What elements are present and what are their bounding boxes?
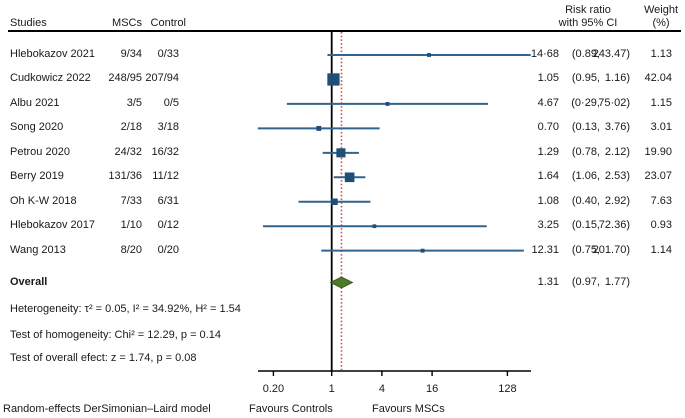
overall-risk-ratio-estimate: 1.31 (537, 275, 559, 288)
column-header-studies: Studies (10, 17, 47, 29)
ci-lower: (0.40, (571, 194, 600, 207)
ci-upper: 201.70) (592, 243, 630, 256)
ci-lower: (0.89, (571, 48, 600, 60)
axis-tick-label: 128 (498, 383, 517, 395)
weight-value: 7.63 (650, 194, 672, 207)
weight-value: 1.15 (650, 96, 672, 109)
risk-ratio-estimate: 3.25 (537, 219, 559, 232)
weight-value: 23.07 (644, 170, 672, 183)
risk-ratio-estimate: 4.67 (537, 96, 559, 109)
column-header-weight-pct: (%) (652, 17, 670, 29)
study-name: Petrou 2020 (10, 145, 70, 158)
risk-ratio-estimate: 1.29 (537, 145, 559, 158)
risk-ratio-estimate: 12.31 (531, 243, 559, 256)
heterogeneity-text: Heterogeneity: τ² = 0.05, I² = 34.92%, H… (10, 303, 241, 315)
mscs-count: 1/10 (120, 219, 142, 232)
control-count: 0/5 (163, 96, 179, 109)
mscs-count: 24/32 (114, 145, 142, 158)
column-header-ci: with 95% CI (558, 17, 618, 29)
overall-row: Overall 1.31 (0.97, 1.77) (0, 276, 685, 290)
ci-upper: 2.12) (604, 145, 630, 158)
study-name: Oh K-W 2018 (10, 194, 77, 207)
study-name: Albu 2021 (10, 96, 60, 109)
column-header-control: Control (150, 17, 186, 29)
risk-ratio-estimate: 1.64 (537, 170, 559, 183)
mscs-count: 131/36 (108, 170, 142, 183)
study-row: Petrou 2020 24/32 16/32 1.29 (0.78, 2.12… (0, 146, 685, 160)
column-header-weight: Weight (643, 4, 679, 16)
study-row: Oh K-W 2018 7/33 6/31 1.08 (0.40, 2.92) … (0, 195, 685, 209)
weight-value: 19.90 (644, 145, 672, 158)
header-rule (8, 30, 681, 32)
control-count: 3/18 (157, 121, 179, 134)
study-name: Hlebokazov 2021 (10, 48, 96, 60)
mscs-count: 2/18 (120, 121, 142, 134)
mscs-count: 7/33 (120, 194, 142, 207)
mscs-count: 248/95 (108, 72, 142, 85)
control-count: 16/32 (151, 145, 179, 158)
study-name: Song 2020 (10, 121, 64, 134)
ci-lower: (0.75, (571, 243, 600, 256)
study-name: Wang 2013 (10, 243, 66, 256)
weight-value: 3.01 (650, 121, 672, 134)
overall-effect-test-text: Test of overall efect: z = 1.74, p = 0.0… (10, 352, 197, 364)
control-count: 6/31 (157, 194, 179, 207)
control-count: 0/20 (157, 243, 179, 256)
study-row: Albu 2021 3/5 0/5 4.67 (0·29, 75·02) 1.1… (0, 97, 685, 111)
ci-upper: 243.47) (592, 48, 630, 60)
overall-ci-lower: (0.97, (571, 275, 600, 288)
control-count: 0/33 (157, 48, 179, 60)
study-row: Berry 2019 131/36 11/12 1.64 (1.06, 2.53… (0, 170, 685, 184)
overall-label: Overall (10, 275, 48, 288)
axis-tick-label: 0.20 (262, 383, 285, 395)
study-row: Wang 2013 8/20 0/20 12.31 (0.75, 201.70)… (0, 244, 685, 258)
ci-upper: 75·02) (598, 96, 630, 109)
mscs-count: 8/20 (120, 243, 142, 256)
weight-value: 1.14 (650, 243, 672, 256)
study-row: Cudkowicz 2022 248/95 207/94 1.05 (0.95,… (0, 72, 685, 86)
ci-upper: 1.16) (604, 72, 630, 85)
axis-tick-label: 1 (328, 383, 335, 395)
study-name: Berry 2019 (10, 170, 64, 183)
ci-lower: (0·29, (571, 96, 600, 109)
risk-ratio-estimate: 0.70 (537, 121, 559, 134)
overall-ci-upper: 1.77) (604, 275, 630, 288)
ci-lower: (0.13, (571, 121, 600, 134)
model-note: Random-effects DerSimonian–Laird model (3, 403, 211, 415)
ci-upper: 72.36) (598, 219, 630, 232)
axis-tick-label: 16 (425, 383, 439, 395)
favours-mscs-label: Favours MSCs (372, 403, 445, 415)
weight-value: 1.13 (650, 48, 672, 60)
study-row: Hlebokazov 2021 9/34 0/33 14·68 (0.89, 2… (0, 48, 685, 62)
control-count: 0/12 (157, 219, 179, 232)
study-row: Hlebokazov 2017 1/10 0/12 3.25 (0.15, 72… (0, 219, 685, 233)
axis-tick-label: 4 (378, 383, 385, 395)
ci-lower: (0.78, (571, 145, 600, 158)
ci-lower: (1.06, (571, 170, 600, 183)
study-name: Cudkowicz 2022 (10, 72, 91, 85)
ci-lower: (0.15, (571, 219, 600, 232)
column-header-risk-ratio: Risk ratio (565, 4, 611, 16)
ci-lower: (0.95, (571, 72, 600, 85)
study-name: Hlebokazov 2017 (10, 219, 96, 232)
homogeneity-test-text: Test of homogeneity: Chi² = 12.29, p = 0… (10, 329, 221, 341)
weight-value: 42.04 (644, 72, 672, 85)
risk-ratio-estimate: 1.08 (537, 194, 559, 207)
risk-ratio-estimate: 1.05 (537, 72, 559, 85)
ci-upper: 2.92) (604, 194, 630, 207)
study-row: Song 2020 2/18 3/18 0.70 (0.13, 3.76) 3.… (0, 121, 685, 135)
weight-value: 0.93 (650, 219, 672, 232)
ci-upper: 2.53) (604, 170, 630, 183)
ci-upper: 3.76) (604, 121, 630, 134)
column-header-mscs: MSCs (112, 17, 142, 29)
mscs-count: 9/34 (120, 48, 142, 60)
control-count: 11/12 (152, 170, 179, 183)
mscs-count: 3/5 (126, 96, 142, 109)
favours-controls-label: Favours Controls (249, 403, 333, 415)
risk-ratio-estimate: 14·68 (530, 48, 559, 60)
control-count: 207/94 (145, 72, 179, 85)
